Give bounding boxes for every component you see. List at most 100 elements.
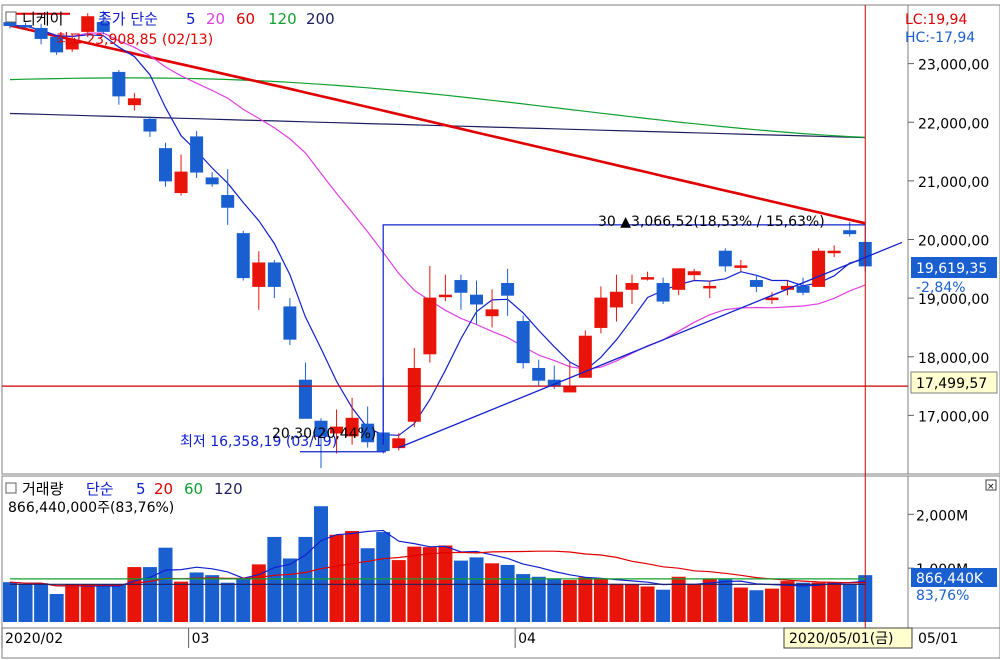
- volume-bar[interactable]: [842, 584, 857, 622]
- candle-body[interactable]: [345, 417, 359, 437]
- candle-body[interactable]: [656, 282, 670, 302]
- candle-body[interactable]: [843, 230, 857, 235]
- volume-bar[interactable]: [764, 588, 779, 622]
- volume-bar[interactable]: [391, 560, 406, 622]
- candle-body[interactable]: [34, 27, 48, 39]
- candle-body[interactable]: [563, 385, 577, 393]
- candle-body[interactable]: [407, 367, 421, 422]
- candle-body[interactable]: [127, 98, 141, 106]
- candle-body[interactable]: [438, 294, 452, 298]
- volume-bar[interactable]: [18, 584, 33, 622]
- candle-body[interactable]: [159, 148, 172, 182]
- candle-body[interactable]: [796, 285, 810, 293]
- volume-bar[interactable]: [811, 582, 826, 622]
- candle-body[interactable]: [516, 321, 530, 364]
- candle-body[interactable]: [283, 306, 297, 340]
- candle-body[interactable]: [392, 438, 406, 449]
- volume-bar[interactable]: [687, 584, 702, 622]
- candle-body[interactable]: [454, 280, 468, 293]
- volume-bar[interactable]: [3, 582, 17, 622]
- volume-bar[interactable]: [453, 560, 468, 622]
- candle-body[interactable]: [81, 16, 95, 32]
- candle-body[interactable]: [314, 420, 328, 437]
- volume-bar[interactable]: [702, 578, 717, 622]
- volume-bar[interactable]: [469, 557, 484, 622]
- volume-bar[interactable]: [220, 582, 235, 622]
- volume-bar[interactable]: [80, 584, 95, 622]
- candle-body[interactable]: [672, 268, 686, 290]
- price-panel[interactable]: [1, 4, 909, 475]
- volume-bar[interactable]: [34, 583, 49, 622]
- volume-bar[interactable]: [49, 594, 64, 622]
- candle-body[interactable]: [532, 367, 546, 381]
- candle-body[interactable]: [423, 297, 437, 355]
- volume-bar[interactable]: [205, 575, 220, 622]
- candle-body[interactable]: [96, 22, 110, 32]
- volume-bar[interactable]: [796, 582, 811, 622]
- candle-body[interactable]: [236, 233, 250, 279]
- candle-body[interactable]: [205, 177, 219, 185]
- candle-body[interactable]: [609, 291, 623, 308]
- volume-bar[interactable]: [625, 584, 639, 622]
- volume-bar[interactable]: [516, 574, 531, 622]
- volume-bar[interactable]: [485, 563, 500, 622]
- volume-bar[interactable]: [282, 558, 297, 622]
- volume-bar[interactable]: [189, 572, 204, 622]
- volume-bar[interactable]: [827, 582, 842, 622]
- volume-bar[interactable]: [360, 548, 375, 622]
- candle-body[interactable]: [174, 171, 188, 194]
- candle-body[interactable]: [361, 423, 375, 443]
- volume-bar[interactable]: [111, 584, 126, 622]
- candle-body[interactable]: [3, 22, 17, 27]
- candle-body[interactable]: [50, 36, 64, 53]
- volume-bar[interactable]: [609, 583, 624, 622]
- candle-body[interactable]: [812, 250, 826, 287]
- volume-bar[interactable]: [236, 578, 251, 622]
- candle-body[interactable]: [749, 280, 763, 287]
- candle-body[interactable]: [298, 379, 312, 419]
- candle-body[interactable]: [221, 195, 235, 208]
- candle-body[interactable]: [703, 285, 717, 289]
- candle-body[interactable]: [734, 265, 748, 268]
- volume-bar[interactable]: [345, 531, 360, 622]
- candle-body[interactable]: [267, 262, 281, 287]
- candle-body[interactable]: [641, 277, 655, 280]
- volume-bar[interactable]: [96, 584, 111, 622]
- candle-body[interactable]: [190, 136, 204, 173]
- candle-body[interactable]: [252, 262, 266, 287]
- candle-body[interactable]: [501, 282, 515, 296]
- candle-body[interactable]: [143, 118, 157, 132]
- volume-bar[interactable]: [65, 584, 80, 622]
- volume-bar[interactable]: [531, 576, 546, 622]
- volume-bar[interactable]: [578, 577, 593, 622]
- volume-bar[interactable]: [500, 564, 515, 622]
- volume-bar[interactable]: [671, 576, 686, 622]
- candle-body[interactable]: [65, 39, 79, 50]
- volume-close-icon[interactable]: [985, 479, 997, 491]
- volume-bar[interactable]: [593, 578, 608, 622]
- volume-bar[interactable]: [640, 586, 655, 622]
- volume-bar[interactable]: [733, 587, 748, 622]
- candle-body[interactable]: [594, 297, 608, 328]
- volume-bar[interactable]: [562, 580, 577, 622]
- candle-body[interactable]: [485, 309, 499, 317]
- volume-bar[interactable]: [127, 567, 142, 622]
- volume-bar[interactable]: [547, 578, 562, 622]
- candle-body[interactable]: [470, 294, 483, 305]
- volume-bar[interactable]: [780, 581, 795, 622]
- volume-bar[interactable]: [174, 581, 189, 622]
- volume-bar[interactable]: [749, 590, 764, 622]
- candle-body[interactable]: [19, 25, 33, 28]
- candle-body[interactable]: [578, 335, 592, 378]
- volume-bar[interactable]: [718, 578, 733, 622]
- candle-body[interactable]: [330, 426, 344, 434]
- volume-bar[interactable]: [656, 589, 671, 622]
- candle-body[interactable]: [687, 271, 701, 276]
- volume-bar[interactable]: [376, 532, 391, 622]
- candle-body[interactable]: [718, 250, 732, 267]
- candle-body[interactable]: [625, 282, 639, 290]
- candle-body[interactable]: [112, 71, 126, 97]
- candle-body[interactable]: [827, 250, 841, 254]
- volume-bar[interactable]: [314, 506, 328, 622]
